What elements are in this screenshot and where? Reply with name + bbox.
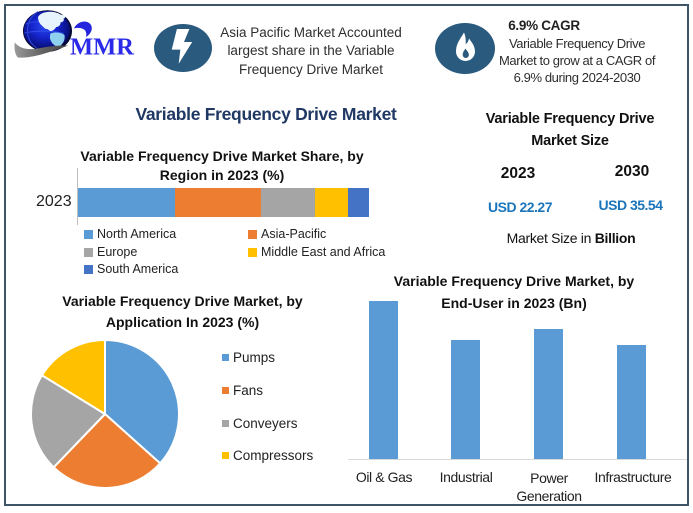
svg-text:MMR: MMR	[70, 34, 134, 61]
